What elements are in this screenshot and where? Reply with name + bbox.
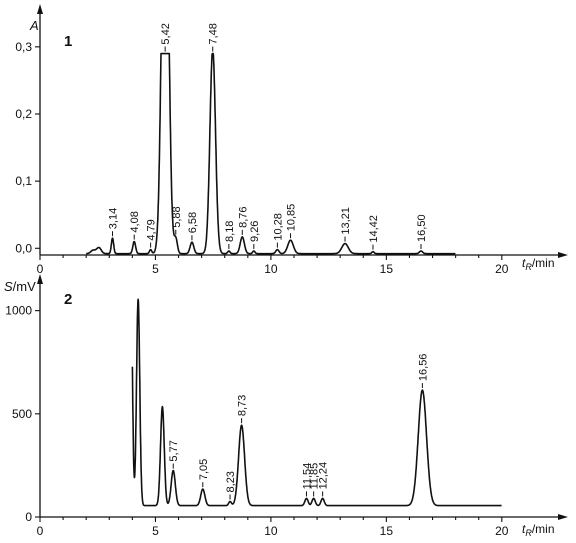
x-tick-label: 10 xyxy=(264,262,278,276)
panel-1-label: 1 xyxy=(64,33,72,50)
peak-label: 6,58 xyxy=(187,212,199,233)
peak-label: 7,05 xyxy=(198,459,210,480)
x-tick-label: 0 xyxy=(37,524,44,538)
peak-label: 9,26 xyxy=(249,221,261,242)
chromatogram-trace xyxy=(85,52,457,255)
peak-label: 8,18 xyxy=(224,221,236,242)
x-tick-label: 0 xyxy=(37,262,44,276)
peak-label: 7,48 xyxy=(208,23,220,44)
y-tick-label: 500 xyxy=(12,407,32,421)
y-axis-arrow xyxy=(37,274,43,284)
y-tick-label: 0,0 xyxy=(15,241,32,255)
peak-label: 13,21 xyxy=(340,207,352,235)
x-tick-label: 5 xyxy=(152,524,159,538)
peak-label: 8,76 xyxy=(237,206,249,227)
y-tick-label: 0 xyxy=(25,510,32,524)
peak-label: 10,28 xyxy=(272,213,284,241)
chromatogram-panel-2: 2 S/mV tR/min 0 5 10 15 20 0 500 1000 5,77 7,05 8,… xyxy=(4,274,568,538)
peak-label: 5,77 xyxy=(168,440,180,461)
peak-label: 8,23 xyxy=(225,471,237,492)
peak-label: 12,24 xyxy=(318,462,330,490)
peak-label: 16,50 xyxy=(416,214,428,242)
x-tick-label: 5 xyxy=(152,262,159,276)
y-tick-label: 0,1 xyxy=(15,174,32,188)
peak-label: 4,08 xyxy=(129,211,141,232)
peak-label: 5,42 xyxy=(160,23,172,44)
peak-label: 14,42 xyxy=(368,215,380,243)
x-tick-label: 10 xyxy=(264,524,278,538)
chromatogram-panel-1: 1 A tR/min 0 5 10 15 20 0,0 0,1 0,2 0,3 3,14 4,08 4… xyxy=(15,4,568,276)
y-tick-label: 1000 xyxy=(5,304,32,318)
peak-label: 3,14 xyxy=(108,208,120,229)
x-axis-arrow xyxy=(558,252,568,258)
peak-label: 11,54 xyxy=(301,463,313,490)
panel-2-x-axis-label: tR/min xyxy=(522,522,555,538)
peak-label: 16,56 xyxy=(417,354,429,382)
peak-label: 4,79 xyxy=(146,219,158,240)
x-tick-label: 20 xyxy=(495,262,509,276)
peak-label: 5,88 xyxy=(171,206,183,227)
y-tick-label: 0,3 xyxy=(15,40,32,54)
x-tick-label: 20 xyxy=(495,524,509,538)
panel-1-x-axis-label: tR/min xyxy=(522,256,555,272)
panel-2-y-axis-label: S/mV xyxy=(4,279,36,294)
panel-2-label: 2 xyxy=(64,291,72,308)
x-tick-label: 15 xyxy=(380,262,394,276)
chromatogram-trace xyxy=(131,298,503,507)
y-tick-label: 0,2 xyxy=(15,107,32,121)
x-tick-label: 15 xyxy=(380,524,394,538)
peak-label: 10,85 xyxy=(286,204,298,232)
x-axis-arrow xyxy=(558,514,568,520)
panel-1-y-axis-label: A xyxy=(29,18,39,33)
y-axis-arrow xyxy=(37,4,43,14)
peak-label: 8,73 xyxy=(237,395,249,416)
peak-label: 11,85 xyxy=(309,463,321,490)
